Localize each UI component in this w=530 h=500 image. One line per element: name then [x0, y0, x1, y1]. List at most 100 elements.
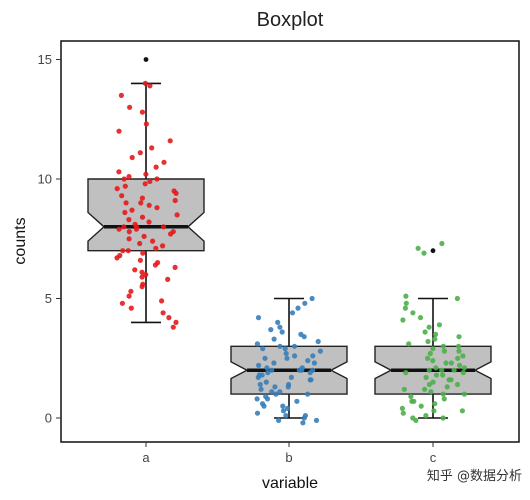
data-point-a	[137, 240, 143, 247]
data-point-b	[301, 415, 307, 421]
box-a	[87, 178, 205, 252]
data-point-a	[160, 310, 166, 316]
data-point-a	[159, 298, 165, 304]
data-point-c	[403, 293, 409, 299]
data-point-a	[118, 92, 124, 98]
data-point-b	[255, 374, 261, 380]
data-point-b	[264, 365, 270, 371]
data-point-c	[408, 393, 414, 400]
data-point-a	[143, 121, 149, 127]
data-point-c	[400, 410, 406, 416]
data-point-b	[309, 295, 315, 302]
data-point-b	[302, 300, 308, 306]
data-point-b	[313, 417, 320, 423]
data-point-b	[268, 327, 274, 333]
data-point-a	[142, 80, 148, 86]
data-point-c	[440, 391, 446, 397]
data-point-a	[139, 195, 145, 201]
data-point-b	[308, 377, 314, 383]
data-point-c	[456, 334, 462, 340]
data-point-b	[277, 324, 283, 330]
data-point-c	[410, 310, 416, 316]
data-point-a	[126, 293, 132, 299]
data-point-a	[152, 262, 158, 268]
data-point-a	[143, 171, 149, 177]
y-tick-label-0: 0	[45, 411, 52, 426]
data-point-c	[448, 377, 454, 383]
data-point-b	[305, 391, 311, 397]
data-point-a	[149, 145, 155, 151]
data-point-b	[295, 305, 301, 311]
data-point-c	[461, 391, 467, 397]
data-point-a	[167, 138, 173, 144]
data-point-c	[428, 389, 434, 395]
data-point-c	[455, 355, 461, 361]
data-point-c	[430, 346, 436, 352]
data-point-a	[139, 274, 145, 280]
data-point-b	[271, 360, 277, 366]
data-point-a	[133, 226, 139, 232]
data-point-b	[269, 389, 275, 395]
data-point-c	[433, 365, 439, 371]
data-point-a	[114, 255, 120, 261]
data-point-a	[153, 164, 159, 170]
data-point-c	[448, 360, 454, 366]
data-point-b	[273, 391, 279, 397]
data-point-a	[160, 224, 167, 230]
data-point-c	[454, 295, 460, 302]
data-point-b	[289, 310, 296, 316]
data-point-a	[142, 181, 148, 187]
y-tick-label-15: 15	[38, 52, 52, 67]
data-point-c	[440, 343, 446, 349]
data-point-a	[126, 174, 132, 180]
data-point-b	[255, 315, 262, 321]
data-point-a	[116, 169, 122, 175]
data-point-c	[441, 348, 447, 354]
data-point-c	[417, 315, 424, 321]
data-point-c	[422, 329, 428, 335]
data-point-c	[426, 381, 432, 388]
axis-layer: a b c 0 5 10 15	[38, 52, 437, 465]
data-point-a	[170, 324, 176, 330]
data-point-a	[168, 231, 174, 237]
data-point-b	[301, 334, 307, 340]
data-point-a	[119, 300, 125, 306]
data-point-c	[444, 384, 450, 390]
data-point-c	[401, 386, 407, 392]
data-point-c	[422, 386, 428, 392]
data-point-a	[125, 248, 131, 254]
data-point-c	[415, 245, 421, 251]
data-point-c	[456, 362, 463, 368]
data-point-a	[160, 243, 166, 249]
data-point-b	[262, 355, 268, 361]
data-point-c	[423, 413, 429, 419]
data-point-a	[139, 284, 145, 290]
data-point-a	[126, 229, 132, 235]
data-point-b	[264, 396, 271, 402]
data-point-b	[296, 367, 302, 373]
data-point-c	[406, 341, 412, 347]
data-point-b	[300, 420, 306, 426]
data-point-a	[116, 226, 122, 232]
x-tick-label-a: a	[142, 450, 150, 465]
data-point-c	[423, 374, 429, 380]
data-point-c	[440, 372, 446, 378]
data-point-b	[277, 343, 283, 349]
data-point-c	[456, 348, 462, 354]
data-point-b	[291, 343, 298, 349]
data-point-a	[129, 154, 135, 161]
data-point-a	[139, 214, 146, 220]
data-point-b	[305, 358, 311, 364]
data-point-a	[165, 276, 171, 282]
data-point-a	[141, 233, 147, 239]
data-point-b	[263, 379, 269, 385]
data-point-a	[127, 104, 133, 110]
data-point-a	[128, 305, 134, 311]
data-point-c	[413, 417, 419, 423]
data-point-c	[418, 403, 424, 409]
data-point-c	[433, 331, 439, 337]
data-point-a	[128, 288, 134, 294]
data-point-c	[400, 317, 406, 323]
data-point-a	[166, 315, 172, 321]
data-point-b	[261, 403, 267, 409]
